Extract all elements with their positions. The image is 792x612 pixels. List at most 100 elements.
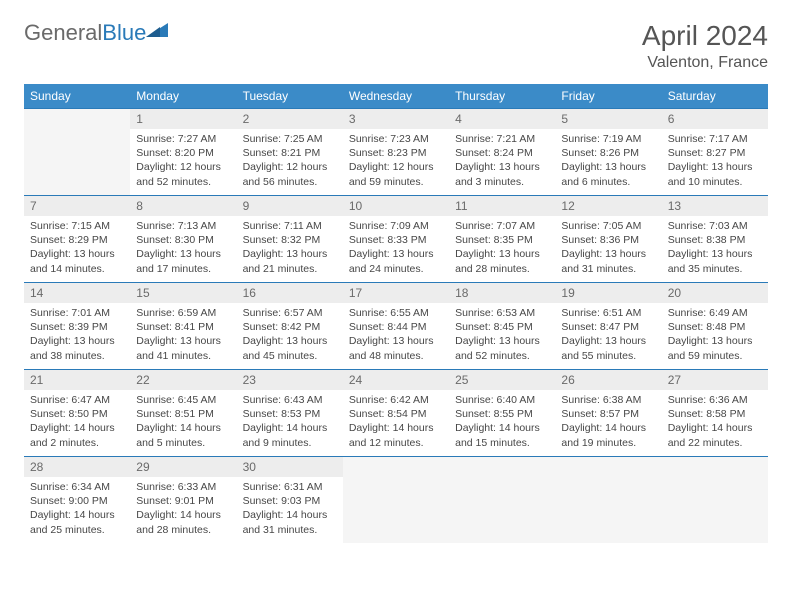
title-block: April 2024 Valenton, France [642, 20, 768, 72]
logo-triangle-icon [146, 21, 170, 39]
day-number: 25 [449, 370, 555, 390]
day-number: 13 [662, 196, 768, 216]
week-row: 7Sunrise: 7:15 AMSunset: 8:29 PMDaylight… [24, 196, 768, 283]
day-content: Sunrise: 6:47 AMSunset: 8:50 PMDaylight:… [24, 390, 130, 456]
day-number: 30 [237, 457, 343, 477]
day-content: Sunrise: 6:36 AMSunset: 8:58 PMDaylight:… [662, 390, 768, 456]
day-number: 16 [237, 283, 343, 303]
day-number: 1 [130, 109, 236, 129]
day-content: Sunrise: 6:31 AMSunset: 9:03 PMDaylight:… [237, 477, 343, 543]
day-number: 14 [24, 283, 130, 303]
day-cell [24, 109, 130, 196]
day-number: 2 [237, 109, 343, 129]
day-cell: 9Sunrise: 7:11 AMSunset: 8:32 PMDaylight… [237, 196, 343, 283]
day-content: Sunrise: 7:17 AMSunset: 8:27 PMDaylight:… [662, 129, 768, 195]
day-number: 4 [449, 109, 555, 129]
day-cell [449, 457, 555, 544]
day-content: Sunrise: 7:13 AMSunset: 8:30 PMDaylight:… [130, 216, 236, 282]
day-number: 15 [130, 283, 236, 303]
day-number: 28 [24, 457, 130, 477]
day-cell: 19Sunrise: 6:51 AMSunset: 8:47 PMDayligh… [555, 283, 661, 370]
day-cell: 24Sunrise: 6:42 AMSunset: 8:54 PMDayligh… [343, 370, 449, 457]
day-number: 24 [343, 370, 449, 390]
day-cell: 20Sunrise: 6:49 AMSunset: 8:48 PMDayligh… [662, 283, 768, 370]
day-content: Sunrise: 6:55 AMSunset: 8:44 PMDaylight:… [343, 303, 449, 369]
day-content: Sunrise: 6:51 AMSunset: 8:47 PMDaylight:… [555, 303, 661, 369]
day-number: 10 [343, 196, 449, 216]
day-number: 20 [662, 283, 768, 303]
day-content: Sunrise: 6:33 AMSunset: 9:01 PMDaylight:… [130, 477, 236, 543]
day-number: 12 [555, 196, 661, 216]
day-number: 19 [555, 283, 661, 303]
day-content: Sunrise: 7:21 AMSunset: 8:24 PMDaylight:… [449, 129, 555, 195]
day-content: Sunrise: 7:05 AMSunset: 8:36 PMDaylight:… [555, 216, 661, 282]
day-cell: 21Sunrise: 6:47 AMSunset: 8:50 PMDayligh… [24, 370, 130, 457]
day-cell: 27Sunrise: 6:36 AMSunset: 8:58 PMDayligh… [662, 370, 768, 457]
day-content: Sunrise: 7:09 AMSunset: 8:33 PMDaylight:… [343, 216, 449, 282]
day-content: Sunrise: 6:53 AMSunset: 8:45 PMDaylight:… [449, 303, 555, 369]
day-content: Sunrise: 6:49 AMSunset: 8:48 PMDaylight:… [662, 303, 768, 369]
day-cell: 22Sunrise: 6:45 AMSunset: 8:51 PMDayligh… [130, 370, 236, 457]
day-number: 17 [343, 283, 449, 303]
day-number: 23 [237, 370, 343, 390]
day-content: Sunrise: 6:57 AMSunset: 8:42 PMDaylight:… [237, 303, 343, 369]
day-header: Friday [555, 84, 661, 109]
day-cell [555, 457, 661, 544]
day-content: Sunrise: 7:01 AMSunset: 8:39 PMDaylight:… [24, 303, 130, 369]
day-content: Sunrise: 7:27 AMSunset: 8:20 PMDaylight:… [130, 129, 236, 195]
day-content: Sunrise: 6:34 AMSunset: 9:00 PMDaylight:… [24, 477, 130, 543]
day-number: 3 [343, 109, 449, 129]
month-title: April 2024 [642, 20, 768, 52]
day-cell: 25Sunrise: 6:40 AMSunset: 8:55 PMDayligh… [449, 370, 555, 457]
day-cell: 17Sunrise: 6:55 AMSunset: 8:44 PMDayligh… [343, 283, 449, 370]
week-row: 14Sunrise: 7:01 AMSunset: 8:39 PMDayligh… [24, 283, 768, 370]
day-number: 18 [449, 283, 555, 303]
day-number: 26 [555, 370, 661, 390]
day-cell: 6Sunrise: 7:17 AMSunset: 8:27 PMDaylight… [662, 109, 768, 196]
day-cell: 5Sunrise: 7:19 AMSunset: 8:26 PMDaylight… [555, 109, 661, 196]
day-content: Sunrise: 7:03 AMSunset: 8:38 PMDaylight:… [662, 216, 768, 282]
day-cell: 28Sunrise: 6:34 AMSunset: 9:00 PMDayligh… [24, 457, 130, 544]
day-number: 22 [130, 370, 236, 390]
day-cell: 11Sunrise: 7:07 AMSunset: 8:35 PMDayligh… [449, 196, 555, 283]
day-content: Sunrise: 7:25 AMSunset: 8:21 PMDaylight:… [237, 129, 343, 195]
day-cell [662, 457, 768, 544]
day-header: Tuesday [237, 84, 343, 109]
logo: GeneralBlue [24, 20, 170, 46]
week-row: 1Sunrise: 7:27 AMSunset: 8:20 PMDaylight… [24, 109, 768, 196]
day-header-row: SundayMondayTuesdayWednesdayThursdayFrid… [24, 84, 768, 109]
day-cell: 14Sunrise: 7:01 AMSunset: 8:39 PMDayligh… [24, 283, 130, 370]
day-number: 5 [555, 109, 661, 129]
day-content: Sunrise: 7:11 AMSunset: 8:32 PMDaylight:… [237, 216, 343, 282]
day-cell: 13Sunrise: 7:03 AMSunset: 8:38 PMDayligh… [662, 196, 768, 283]
location: Valenton, France [642, 54, 768, 72]
calendar-table: SundayMondayTuesdayWednesdayThursdayFrid… [24, 84, 768, 543]
day-content: Sunrise: 7:23 AMSunset: 8:23 PMDaylight:… [343, 129, 449, 195]
day-header: Thursday [449, 84, 555, 109]
day-cell: 2Sunrise: 7:25 AMSunset: 8:21 PMDaylight… [237, 109, 343, 196]
day-number: 11 [449, 196, 555, 216]
day-header: Sunday [24, 84, 130, 109]
day-number: 27 [662, 370, 768, 390]
day-cell: 16Sunrise: 6:57 AMSunset: 8:42 PMDayligh… [237, 283, 343, 370]
week-row: 28Sunrise: 6:34 AMSunset: 9:00 PMDayligh… [24, 457, 768, 544]
logo-text: GeneralBlue [24, 20, 146, 46]
day-content: Sunrise: 7:07 AMSunset: 8:35 PMDaylight:… [449, 216, 555, 282]
day-cell: 15Sunrise: 6:59 AMSunset: 8:41 PMDayligh… [130, 283, 236, 370]
day-header: Monday [130, 84, 236, 109]
day-content: Sunrise: 6:45 AMSunset: 8:51 PMDaylight:… [130, 390, 236, 456]
week-row: 21Sunrise: 6:47 AMSunset: 8:50 PMDayligh… [24, 370, 768, 457]
day-content: Sunrise: 6:43 AMSunset: 8:53 PMDaylight:… [237, 390, 343, 456]
day-cell: 18Sunrise: 6:53 AMSunset: 8:45 PMDayligh… [449, 283, 555, 370]
day-cell: 8Sunrise: 7:13 AMSunset: 8:30 PMDaylight… [130, 196, 236, 283]
day-content: Sunrise: 6:42 AMSunset: 8:54 PMDaylight:… [343, 390, 449, 456]
day-number: 8 [130, 196, 236, 216]
day-cell: 12Sunrise: 7:05 AMSunset: 8:36 PMDayligh… [555, 196, 661, 283]
day-cell: 30Sunrise: 6:31 AMSunset: 9:03 PMDayligh… [237, 457, 343, 544]
day-cell: 7Sunrise: 7:15 AMSunset: 8:29 PMDaylight… [24, 196, 130, 283]
header: GeneralBlue April 2024 Valenton, France [24, 20, 768, 72]
day-content: Sunrise: 6:40 AMSunset: 8:55 PMDaylight:… [449, 390, 555, 456]
day-cell: 29Sunrise: 6:33 AMSunset: 9:01 PMDayligh… [130, 457, 236, 544]
day-cell: 3Sunrise: 7:23 AMSunset: 8:23 PMDaylight… [343, 109, 449, 196]
day-cell [343, 457, 449, 544]
